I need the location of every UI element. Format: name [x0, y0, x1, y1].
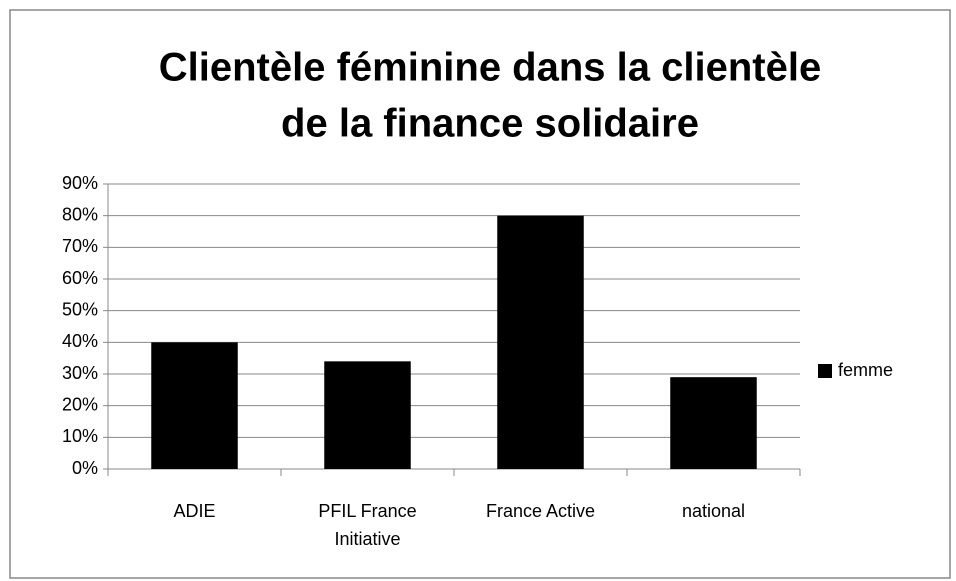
y-tick-label: 40%: [62, 331, 98, 351]
chart-border: [9, 9, 951, 579]
y-tick-label: 50%: [62, 299, 98, 319]
y-tick-label: 90%: [62, 173, 98, 193]
legend-swatch: [818, 364, 832, 378]
bar: [497, 215, 584, 469]
chart-title: Clientèle féminine dans la clientèle: [159, 46, 821, 90]
bar: [324, 361, 411, 469]
y-tick-label: 30%: [62, 363, 98, 383]
bar: [670, 377, 757, 469]
x-tick-label: France Active: [485, 501, 596, 521]
x-tick-label: PFIL France Initiative: [318, 501, 417, 549]
y-tick-label: 80%: [62, 204, 98, 224]
chart-title: de la finance solidaire: [281, 102, 699, 146]
y-tick-label: 70%: [62, 236, 98, 256]
x-tick-label: national: [681, 501, 746, 521]
x-tick-label: ADIE: [173, 501, 216, 521]
y-tick-label: 0%: [72, 458, 98, 478]
bar: [151, 342, 238, 469]
legend-label: femme: [838, 360, 893, 380]
y-tick-label: 20%: [62, 394, 98, 414]
y-tick-label: 60%: [62, 268, 98, 288]
y-tick-label: 10%: [62, 426, 98, 446]
